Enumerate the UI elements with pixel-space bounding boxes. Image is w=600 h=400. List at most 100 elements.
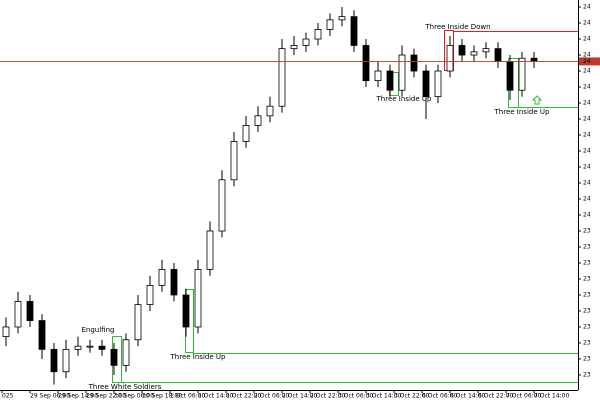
candle-body [230,141,238,181]
candle-body [254,115,262,126]
y-tick-label: 24 [583,100,591,107]
candle-body [518,57,526,91]
y-tick-label: 24 [583,211,591,218]
x-tick-label: 025 [2,393,14,400]
candle-body [350,16,358,46]
candle-body [482,48,490,53]
y-tick-label: 24 [583,68,591,75]
candle-body [530,57,538,62]
candle-body [74,345,82,350]
candle-body [50,348,58,373]
up-arrow [531,95,543,105]
x-tick-label: 3 Oct 14:00 [366,393,401,400]
y-tick-label: 23 [583,323,591,330]
pattern-label: Three Inside Up [494,108,550,116]
x-tick-label: 2 Oct 22:00 [310,393,345,400]
x-tick-label: 29 Sep 06:00 [30,393,70,400]
x-tick-label: 2 Oct 06:00 [254,393,289,400]
candle-body [422,70,430,98]
y-tick-label: 23 [583,355,591,362]
candle-body [110,348,118,366]
candle-body [182,294,190,328]
candle-body [14,300,22,328]
candle-body [302,38,310,46]
candle-body [278,48,286,107]
candle-body [290,45,298,50]
candle-body [314,29,322,40]
candle-body [506,61,514,91]
candle-body [98,345,106,350]
candle-body [434,70,442,98]
x-tick-label: 30 Sep 18:00 [142,393,182,400]
x-tick-label: 3 Oct 22:00 [394,393,429,400]
candle-body [146,284,154,305]
candle-body [158,268,166,286]
y-tick-label: 24 [583,132,591,139]
candle-body [134,304,142,341]
pattern-label: Three Inside Up [170,353,226,361]
candle-body [206,230,214,270]
x-tick-label: 30 Sep 06:00 [114,393,154,400]
y-tick-label: 23 [583,307,591,314]
x-tick-label: 1 Oct 14:00 [198,393,233,400]
candle-body [494,48,502,62]
candle-body [38,320,46,350]
x-tick-label: 6 Oct 14:00 [450,393,485,400]
candle-body [86,345,94,348]
y-tick-label: 24 [583,116,591,123]
pattern-label: Three White Soldiers [88,383,162,391]
pattern-label: Three Inside Up [376,95,432,103]
pattern-label: Three Inside Down [424,23,490,31]
candle-body [326,19,334,30]
candle-body [2,326,10,337]
price-tag-label: 24 [583,58,591,65]
candle-body [410,54,418,72]
candle-body [170,268,178,296]
y-tick-label: 23 [583,275,591,282]
candle-body [62,348,70,373]
candle-body [194,268,202,328]
y-tick-label: 24 [583,52,591,59]
y-tick-label: 23 [583,291,591,298]
candle-body [362,45,370,82]
x-tick-label: 2 Oct 14:00 [282,393,317,400]
y-tick-label: 24 [583,148,591,155]
x-tick-label: 29 Sep 22:00 [86,393,126,400]
candle-body [374,70,382,82]
x-tick-label: 1 Oct 06:00 [170,393,205,400]
y-tick-label: 23 [583,227,591,234]
candle-body [470,51,478,56]
y-tick-label: 24 [583,195,591,202]
price-tag [579,57,600,66]
x-tick-label: 6 Oct 06:00 [422,393,457,400]
pattern-label: Engulfing [82,326,115,334]
y-tick-label: 24 [583,36,591,43]
x-tick-label: 6 Oct 22:00 [478,393,513,400]
y-tick-label: 24 [583,20,591,27]
candle-body [26,300,34,321]
x-tick-label: 29 Sep 14:00 [58,393,98,400]
candle-body [398,54,406,91]
candle-body [386,70,394,91]
y-tick-label: 23 [583,339,591,346]
y-tick-label: 23 [583,259,591,266]
candle-body [338,16,346,21]
y-tick-label: 24 [583,84,591,91]
y-tick-label: 24 [583,180,591,187]
y-tick-label: 24 [583,4,591,11]
x-tick-label: 1 Oct 22:00 [226,393,261,400]
y-tick-label: 23 [583,243,591,250]
candle-body [122,339,130,366]
x-tick-label: 7 Oct 06:00 [506,393,541,400]
y-tick-label: 24 [583,164,591,171]
candle-body [218,179,226,232]
candle-body [242,125,250,142]
candle-body [458,45,466,56]
x-tick-label: 7 Oct 14:00 [534,393,569,400]
x-tick-label: 3 Oct 06:00 [338,393,373,400]
y-tick-label: 23 [583,371,591,378]
candle-body [266,105,274,117]
candle-body [446,45,454,72]
